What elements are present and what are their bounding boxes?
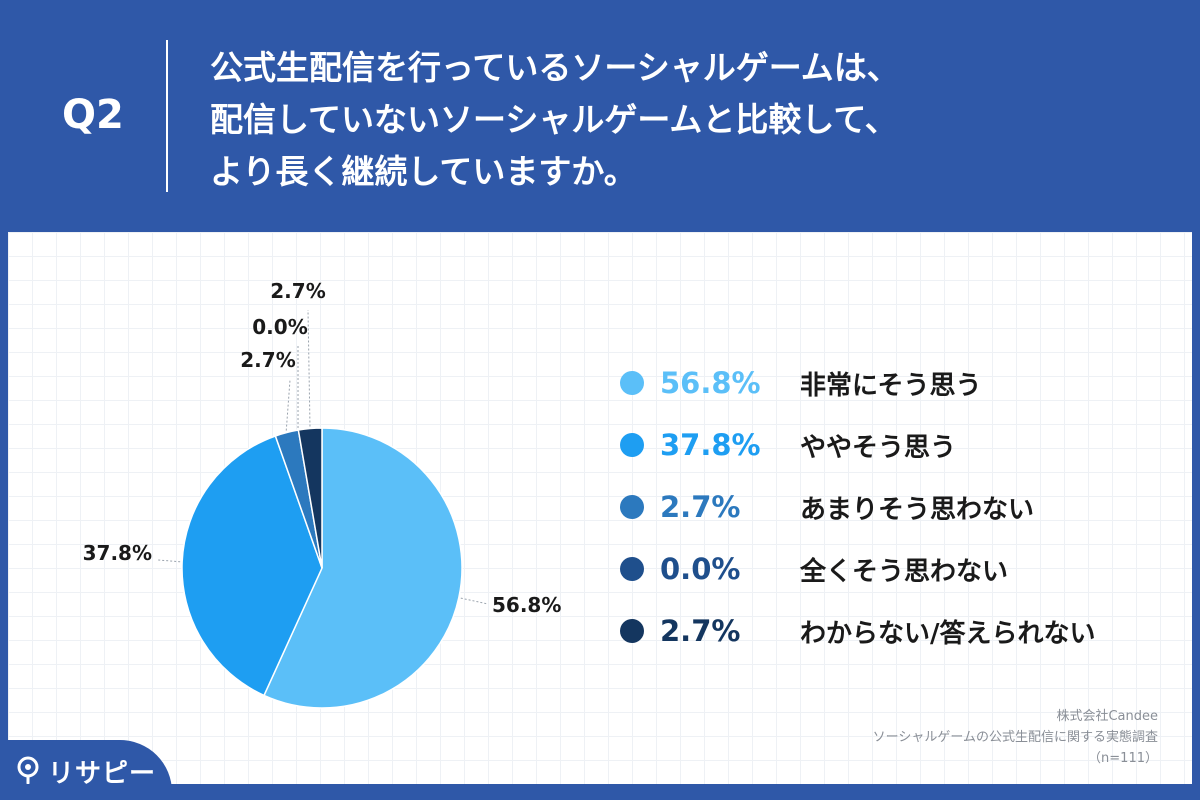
legend-item: 37.8% ややそう思う: [620, 414, 1180, 476]
legend-swatch: [620, 495, 644, 519]
legend-item: 2.7% あまりそう思わない: [620, 476, 1180, 538]
slice-value-label: 0.0%: [252, 315, 307, 339]
source-line: ソーシャルゲームの公式生配信に関する実態調査: [872, 730, 1158, 745]
leader-line: [285, 379, 291, 431]
legend-label: わからない/答えられない: [800, 618, 1096, 649]
question-header: Q2 公式生配信を行っているソーシャルゲームは、 配信していないソーシャルゲーム…: [0, 0, 1200, 232]
question-text: 公式生配信を行っているソーシャルゲームは、 配信していないソーシャルゲームと比較…: [210, 42, 900, 198]
header-divider: [166, 40, 168, 192]
legend-swatch: [620, 433, 644, 457]
legend-label: ややそう思う: [800, 432, 957, 463]
pin-icon: [17, 756, 39, 784]
question-line: より長く継続していますか。: [210, 152, 637, 191]
leader-line: [307, 309, 311, 427]
pie-slice: [181, 435, 323, 697]
legend-label: 非常にそう思う: [800, 370, 982, 401]
legend-value: 2.7%: [660, 490, 741, 524]
legend-value: 56.8%: [660, 366, 761, 400]
legend-item: 56.8% 非常にそう思う: [620, 352, 1180, 414]
legend-item: 0.0% 全くそう思わない: [620, 538, 1180, 600]
legend-label: 全くそう思わない: [800, 556, 1009, 587]
slice-value-label: 37.8%: [83, 541, 152, 565]
question-line: 配信していないソーシャルゲームと比較して、: [210, 100, 898, 139]
pie-slice: [297, 427, 323, 569]
legend-value: 0.0%: [660, 552, 741, 586]
question-number: Q2: [62, 92, 124, 138]
leader-line: [460, 597, 489, 605]
source-note: 株式会社Candee ソーシャルゲームの公式生配信に関する実態調査 （n=111…: [873, 706, 1158, 769]
pie-slice: [262, 427, 463, 709]
slice-value-label: 56.8%: [492, 593, 561, 617]
legend-swatch: [620, 619, 644, 643]
legend-value: 37.8%: [660, 428, 761, 462]
chart-legend: 56.8% 非常にそう思う 37.8% ややそう思う 2.7% あまりそう思わな…: [620, 352, 1180, 662]
source-line: （n=111）: [1088, 751, 1158, 766]
legend-value: 2.7%: [660, 614, 741, 648]
leader-line: [157, 559, 181, 563]
legend-swatch: [620, 557, 644, 581]
legend-item: 2.7% わからない/答えられない: [620, 600, 1180, 662]
brand-name: リサピー: [48, 759, 157, 789]
legend-label: あまりそう思わない: [800, 494, 1035, 525]
slice-value-label: 2.7%: [270, 279, 325, 303]
legend-swatch: [620, 371, 644, 395]
slice-value-label: 2.7%: [240, 348, 295, 372]
question-line: 公式生配信を行っているソーシャルゲームは、: [210, 48, 900, 87]
source-line: 株式会社Candee: [1056, 709, 1158, 724]
brand-badge: リサピー: [0, 740, 172, 800]
